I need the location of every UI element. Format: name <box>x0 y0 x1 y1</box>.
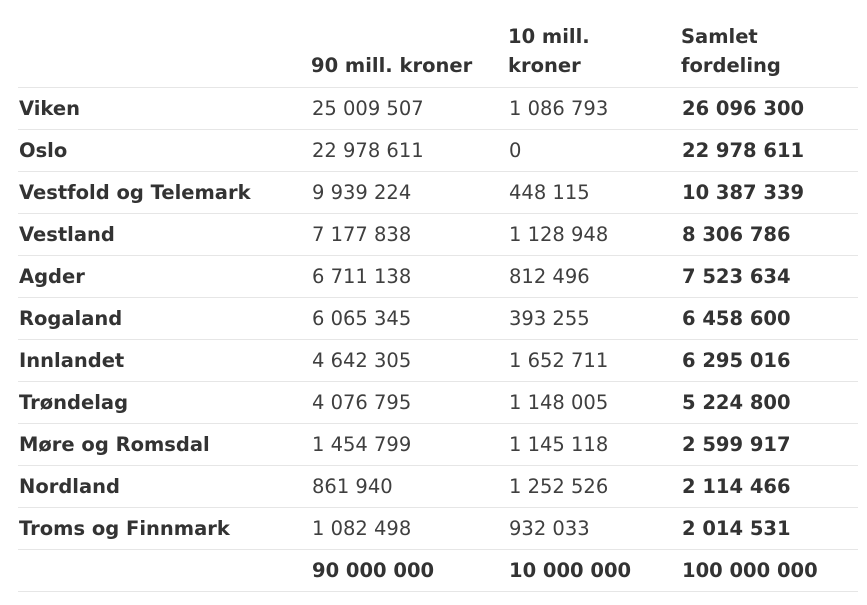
totals-value-cell: 90 000 000 <box>311 549 508 592</box>
value-10-mill-cell: 1 128 948 <box>508 213 681 256</box>
total-cell: 5 224 800 <box>681 381 858 424</box>
table-row: Troms og Finnmark 1 082 498 932 033 2 014 5… <box>18 507 858 550</box>
total-cell: 10 387 339 <box>681 171 858 214</box>
value-10-mill-cell: 393 255 <box>508 297 681 340</box>
table-row: Vestfold og Telemark 9 939 224 448 115 10 3… <box>18 171 858 214</box>
header-row: 90 mill. kroner 10 mill. kroner Samlet for… <box>18 22 858 88</box>
region-cell: Viken <box>18 87 311 130</box>
region-cell: Vestfold og Telemark <box>18 171 311 214</box>
table-row: Rogaland 6 065 345 393 255 6 458 600 <box>18 297 858 340</box>
totals-row: 90 000 000 10 000 000 100 000 000 <box>18 549 858 592</box>
total-cell: 22 978 611 <box>681 129 858 172</box>
value-90-mill-cell: 1 454 799 <box>311 423 508 466</box>
total-cell: 6 458 600 <box>681 297 858 340</box>
value-90-mill-cell: 4 076 795 <box>311 381 508 424</box>
value-10-mill-cell: 448 115 <box>508 171 681 214</box>
table-row: Innlandet 4 642 305 1 652 711 6 295 016 <box>18 339 858 382</box>
table-row: Nordland 861 940 1 252 526 2 114 466 <box>18 465 858 508</box>
table-row: Vestland 7 177 838 1 128 948 8 306 786 <box>18 213 858 256</box>
total-cell: 7 523 634 <box>681 255 858 298</box>
total-cell: 6 295 016 <box>681 339 858 382</box>
region-cell: Troms og Finnmark <box>18 507 311 550</box>
value-10-mill-cell: 1 145 118 <box>508 423 681 466</box>
region-cell: Rogaland <box>18 297 311 340</box>
value-10-mill-cell: 1 652 711 <box>508 339 681 382</box>
total-cell: 2 014 531 <box>681 507 858 550</box>
distribution-table: 90 mill. kroner 10 mill. kroner Samlet for… <box>18 22 858 592</box>
header-10-mill: 10 mill. kroner <box>508 22 681 88</box>
region-cell: Trøndelag <box>18 381 311 424</box>
value-10-mill-cell: 932 033 <box>508 507 681 550</box>
value-10-mill-cell: 1 252 526 <box>508 465 681 508</box>
value-90-mill-cell: 1 082 498 <box>311 507 508 550</box>
total-cell: 2 114 466 <box>681 465 858 508</box>
value-90-mill-cell: 22 978 611 <box>311 129 508 172</box>
value-90-mill-cell: 6 711 138 <box>311 255 508 298</box>
region-cell: Oslo <box>18 129 311 172</box>
region-cell: Møre og Romsdal <box>18 423 311 466</box>
table-row: Viken 25 009 507 1 086 793 26 096 300 <box>18 87 858 130</box>
totals-value-cell: 100 000 000 <box>681 549 858 592</box>
total-cell: 2 599 917 <box>681 423 858 466</box>
totals-value-cell: 10 000 000 <box>508 549 681 592</box>
value-10-mill-cell: 0 <box>508 129 681 172</box>
total-cell: 26 096 300 <box>681 87 858 130</box>
value-90-mill-cell: 861 940 <box>311 465 508 508</box>
table-row: Trøndelag 4 076 795 1 148 005 5 224 800 <box>18 381 858 424</box>
table-row: Oslo 22 978 611 0 22 978 611 <box>18 129 858 172</box>
value-90-mill-cell: 6 065 345 <box>311 297 508 340</box>
header-90-mill: 90 mill. kroner <box>311 22 508 88</box>
value-90-mill-cell: 9 939 224 <box>311 171 508 214</box>
table-row: Agder 6 711 138 812 496 7 523 634 <box>18 255 858 298</box>
value-90-mill-cell: 7 177 838 <box>311 213 508 256</box>
region-cell: Vestland <box>18 213 311 256</box>
value-90-mill-cell: 25 009 507 <box>311 87 508 130</box>
value-10-mill-cell: 812 496 <box>508 255 681 298</box>
header-total: Samlet fordeling <box>681 22 858 88</box>
total-cell: 8 306 786 <box>681 213 858 256</box>
totals-label-cell <box>18 549 311 592</box>
value-10-mill-cell: 1 148 005 <box>508 381 681 424</box>
table-row: Møre og Romsdal 1 454 799 1 145 118 2 599 9… <box>18 423 858 466</box>
value-90-mill-cell: 4 642 305 <box>311 339 508 382</box>
region-cell: Innlandet <box>18 339 311 382</box>
value-10-mill-cell: 1 086 793 <box>508 87 681 130</box>
header-region <box>18 22 311 88</box>
region-cell: Nordland <box>18 465 311 508</box>
region-cell: Agder <box>18 255 311 298</box>
